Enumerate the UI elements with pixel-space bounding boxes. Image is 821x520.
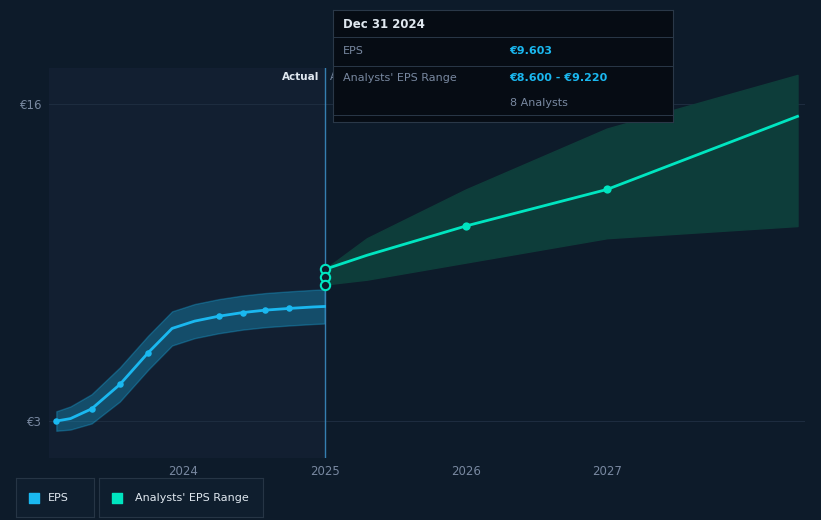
Text: EPS: EPS (342, 46, 364, 56)
Text: €9.603: €9.603 (510, 46, 553, 56)
Bar (49, 68, 324, 458)
Text: 8 Analysts: 8 Analysts (510, 98, 567, 108)
Text: Analysts' EPS Range: Analysts' EPS Range (135, 493, 249, 503)
Text: Actual: Actual (282, 72, 319, 83)
Text: Analysts' EPS Range: Analysts' EPS Range (342, 73, 456, 83)
Point (85, 405, 99, 413)
Point (282, 304, 296, 313)
Point (338, 317, 351, 325)
Point (113, 380, 126, 388)
Point (50, 417, 63, 425)
Text: Analysts Forecasts: Analysts Forecasts (330, 72, 428, 83)
Point (205, 317, 218, 325)
Point (236, 308, 250, 317)
Point (259, 306, 272, 314)
Text: €8.600 - €9.220: €8.600 - €9.220 (510, 73, 608, 83)
Text: Dec 31 2024: Dec 31 2024 (342, 18, 424, 31)
Point (318, 273, 331, 281)
Point (318, 280, 331, 289)
Point (459, 222, 472, 230)
Text: EPS: EPS (48, 493, 68, 503)
Point (318, 265, 331, 274)
Point (600, 185, 613, 193)
Point (141, 348, 154, 357)
Point (212, 312, 225, 320)
